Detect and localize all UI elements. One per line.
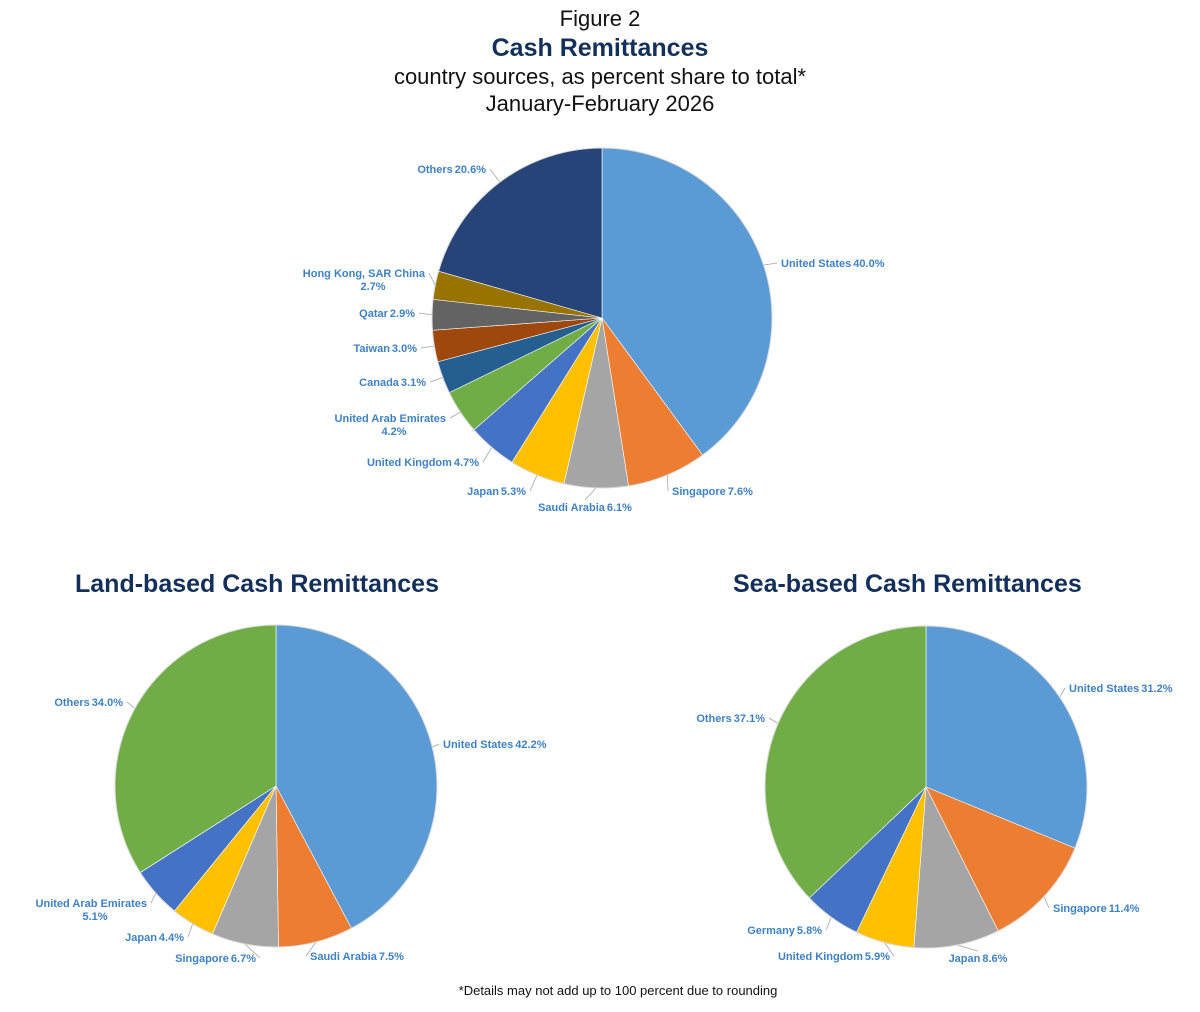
main-leader-others: [489, 168, 501, 183]
figure-number: Figure 2: [559, 6, 641, 31]
main-leader-united-kingdom: [482, 447, 493, 463]
land-leader-united-arab-emirates: [150, 892, 157, 904]
land-label-japan: Japan 4.4%: [125, 932, 184, 944]
land-pie-chart: United States 42.2% Saudi Arabia 7.5% Singap…: [36, 624, 547, 965]
land-label-others: Others 34.0%: [54, 697, 123, 709]
land-leader-united-states: [432, 743, 440, 748]
main-label-united-states: United States 40.0%: [781, 258, 885, 270]
land-chart-title: Land-based Cash Remittances: [75, 570, 439, 598]
land-leader-saudi-arabia: [305, 941, 317, 957]
sea-leader-germany: [825, 917, 832, 931]
land-label-united-states: United States 42.2%: [443, 739, 547, 751]
main-pie-chart: United States 40.0% Singapore 7.6% Saudi Ara…: [303, 147, 885, 514]
main-leader-united-states: [763, 262, 778, 266]
sea-chart-title: Sea-based Cash Remittances: [733, 570, 1082, 598]
footnote: *Details may not add up to 100 percent d…: [458, 983, 778, 998]
main-label-hong-kong-sar-china: Hong Kong, SAR China 2.7%: [303, 268, 426, 293]
sea-label-germany: Germany 5.8%: [747, 925, 822, 937]
sea-leader-singapore: [1043, 896, 1050, 909]
main-leader-qatar: [418, 312, 433, 316]
main-label-qatar: Qatar 2.9%: [359, 308, 415, 320]
land-leader-singapore: [244, 943, 261, 959]
main-label-united-kingdom: United Kingdom 4.7%: [367, 457, 479, 469]
main-leader-taiwan: [420, 345, 435, 349]
chart-period: January-February 2026: [485, 91, 715, 116]
chart-subtitle: country sources, as percent share to tot…: [393, 64, 807, 89]
main-leader-japan: [529, 474, 538, 492]
main-label-saudi-arabia: Saudi Arabia 6.1%: [538, 502, 632, 514]
land-label-saudi-arabia: Saudi Arabia 7.5%: [310, 951, 404, 963]
main-label-canada: Canada 3.1%: [359, 377, 426, 389]
main-label-singapore: Singapore 7.6%: [672, 486, 753, 498]
sea-label-singapore: Singapore 11.4%: [1053, 903, 1140, 915]
main-leader-saudi-arabia: [584, 487, 597, 501]
main-label-others: Others 20.6%: [417, 164, 486, 176]
main-leader-canada: [429, 377, 443, 383]
main-pie-outline: [431, 147, 773, 489]
sea-leader-united-kingdom: [884, 942, 895, 957]
land-label-united-arab-emirates: United Arab Emirates 5.1%: [36, 898, 147, 923]
main-label-united-arab-emirates: United Arab Emirates 4.2%: [335, 413, 446, 438]
sea-label-japan: Japan 8.6%: [949, 953, 1008, 965]
sea-pie-chart: United States 31.2% Singapore 11.4% Japan 8.6…: [696, 625, 1173, 965]
main-label-japan: Japan 5.3%: [467, 486, 526, 498]
land-leader-others: [126, 701, 136, 709]
sea-label-others: Others 37.1%: [696, 713, 765, 725]
sea-leader-others: [768, 717, 779, 724]
chart-title: Cash Remittances: [491, 34, 709, 62]
sea-label-united-kingdom: United Kingdom 5.9%: [778, 951, 890, 963]
main-leader-hong-kong-sar-china: [428, 272, 436, 286]
land-pie-outline: [114, 624, 438, 948]
land-label-singapore: Singapore 6.7%: [175, 953, 256, 965]
sea-pie-outline: [764, 625, 1088, 949]
main-leader-united-arab-emirates: [449, 411, 461, 419]
land-leader-japan: [187, 923, 194, 938]
sea-leader-japan: [957, 944, 979, 952]
sea-leader-united-states: [1059, 687, 1066, 698]
main-label-taiwan: Taiwan 3.0%: [353, 343, 417, 355]
main-leader-singapore: [667, 474, 669, 492]
sea-label-united-states: United States 31.2%: [1069, 683, 1173, 695]
